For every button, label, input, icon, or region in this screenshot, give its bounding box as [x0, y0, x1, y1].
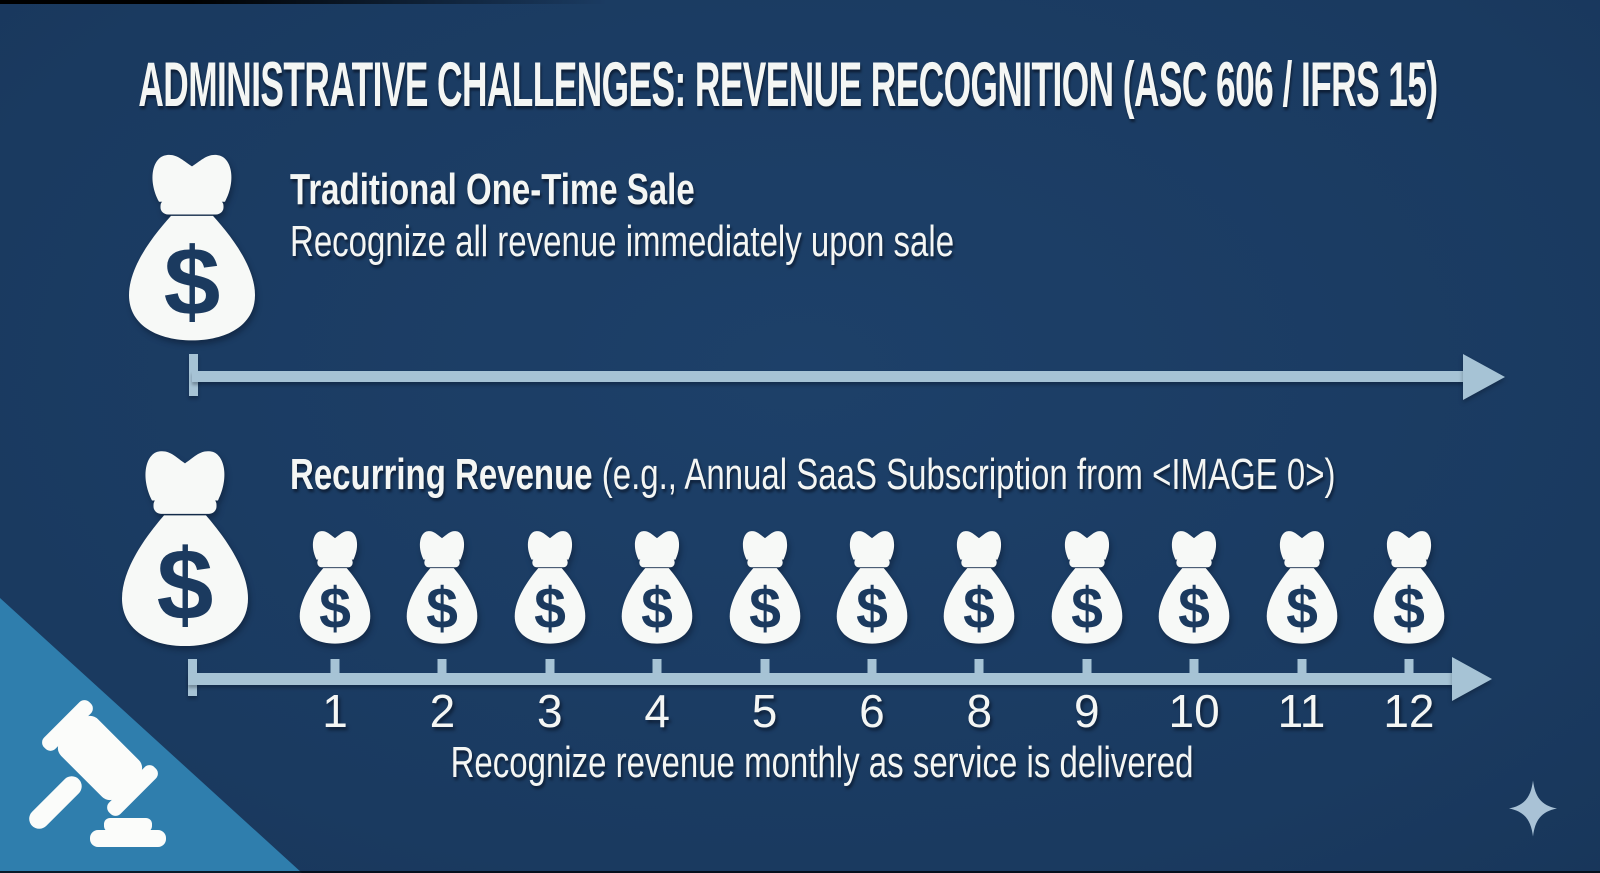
months-row: 1 2 3 4	[287, 527, 1457, 752]
month-column: 9	[1039, 527, 1135, 752]
timeline-tick	[1404, 659, 1414, 675]
money-bag-icon	[117, 148, 267, 346]
money-bag-icon	[110, 444, 260, 652]
month-number: 3	[536, 685, 563, 737]
money-bag-icon	[508, 527, 592, 647]
money-bag-icon	[293, 527, 377, 647]
timeline-tick	[652, 659, 662, 675]
top-edge-strip	[0, 0, 1600, 4]
timeline-tick	[545, 659, 555, 675]
timeline-tick	[1082, 659, 1092, 675]
month-number: 9	[1073, 685, 1100, 737]
month-number: 5	[751, 685, 778, 737]
month-number: 2	[429, 685, 456, 737]
timeline-tick	[760, 659, 770, 675]
month-column: 12	[1361, 527, 1457, 752]
month-column: 8	[931, 527, 1027, 752]
month-number: 12	[1383, 685, 1435, 737]
timeline-line	[188, 673, 1452, 685]
money-bag-icon	[723, 527, 807, 647]
sparkle-icon	[1509, 780, 1557, 837]
one-time-heading: Traditional One-Time Sale	[290, 165, 695, 214]
month-column: 5	[717, 527, 813, 752]
month-column: 1	[287, 527, 383, 752]
page-title: ADMINISTRATIVE CHALLENGES: REVENUE RECOG…	[138, 50, 1438, 120]
money-bag-icon	[1045, 527, 1129, 647]
month-column: 2	[394, 527, 490, 752]
month-column: 10	[1146, 527, 1242, 752]
money-bag-icon	[1367, 527, 1451, 647]
timeline-line	[192, 371, 1463, 382]
timeline-tick	[1297, 659, 1307, 675]
money-bag-icon	[615, 527, 699, 647]
month-number: 4	[644, 685, 670, 737]
recurring-heading-bold: Recurring Revenue	[290, 450, 593, 499]
month-column: 3	[502, 527, 598, 752]
timeline-tick	[330, 659, 340, 675]
money-bag-icon	[937, 527, 1021, 647]
bottom-edge-strip	[0, 871, 1600, 873]
timeline-tick	[1189, 659, 1199, 675]
month-number: 11	[1277, 685, 1326, 737]
timeline-tick	[867, 659, 877, 675]
arrowhead-icon	[1463, 354, 1505, 400]
month-number: 6	[859, 685, 885, 737]
one-time-subheading: Recognize all revenue immediately upon s…	[290, 217, 955, 266]
recurring-caption: Recognize revenue monthly as service is …	[450, 738, 1194, 787]
month-column: 6	[824, 527, 920, 752]
month-number: 8	[966, 685, 993, 737]
month-column: 11	[1254, 527, 1350, 752]
month-column: 4	[609, 527, 705, 752]
money-bag-icon	[1260, 527, 1344, 647]
money-bag-icon	[830, 527, 914, 647]
month-number: 10	[1168, 685, 1220, 737]
month-number: 1	[322, 685, 348, 737]
arrowhead-icon	[1452, 657, 1492, 701]
money-bag-icon	[400, 527, 484, 647]
money-bag-icon	[1152, 527, 1236, 647]
recurring-heading: Recurring Revenue (e.g., Annual SaaS Sub…	[290, 453, 1335, 497]
timeline-tick	[974, 659, 984, 675]
timeline-tick	[437, 659, 447, 675]
gavel-icon	[29, 700, 166, 847]
recurring-heading-detail: (e.g., Annual SaaS Subscription from <IM…	[592, 450, 1336, 499]
